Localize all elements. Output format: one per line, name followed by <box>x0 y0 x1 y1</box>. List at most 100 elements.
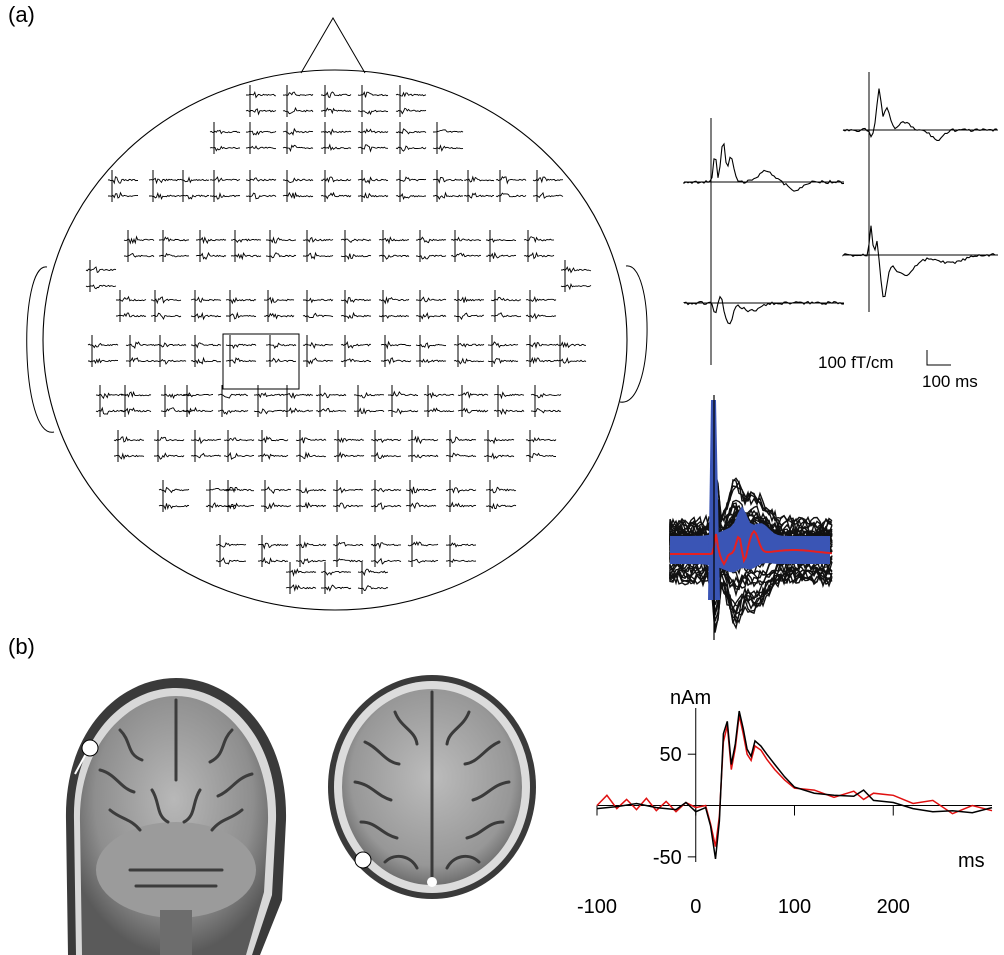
sensor-channel <box>125 335 157 367</box>
sensor-trace-lower <box>265 357 297 364</box>
sensor-trace-lower <box>149 191 180 201</box>
sensor-channel <box>340 290 372 322</box>
sensor-trace-lower <box>282 144 314 153</box>
sensor-trace-lower <box>85 284 117 290</box>
sensor-trace-upper <box>370 542 401 550</box>
sensor-trace-lower <box>245 192 277 200</box>
sensor-trace-upper <box>153 436 185 442</box>
sensor-trace-lower <box>333 451 365 459</box>
sensor-trace-lower <box>209 145 240 152</box>
sensor-trace-lower <box>370 557 402 565</box>
sensor-trace-upper <box>245 130 277 136</box>
sensor-trace-upper <box>416 296 447 303</box>
sensor-channel <box>245 85 277 117</box>
sensor-channel <box>315 385 347 417</box>
highlighted-sensor-box <box>222 333 300 390</box>
enlarged-sensor-traces <box>683 72 998 365</box>
sensor-trace-lower <box>332 558 364 563</box>
sensor-trace-lower <box>525 312 557 320</box>
sensor-channel <box>245 122 277 154</box>
sensor-trace-upper <box>215 542 247 548</box>
sensor-trace-upper <box>357 91 389 98</box>
sensor-channel <box>113 430 145 462</box>
sensor-trace-upper <box>225 343 257 350</box>
sensor-trace-lower <box>125 356 157 363</box>
sensor-trace-lower <box>370 502 402 510</box>
sensor-trace-lower <box>285 584 317 592</box>
sensor-trace-lower <box>463 192 495 199</box>
sensor-trace-upper <box>525 436 557 443</box>
sensor-trace-lower <box>445 452 477 458</box>
sensor-trace-lower <box>387 407 419 415</box>
sensor-trace-upper <box>407 541 439 547</box>
sensor-channel <box>450 230 482 262</box>
scale-bar-amplitude-label: 100 fT/cm <box>818 353 894 372</box>
sensor-channel <box>223 480 255 512</box>
sensor-trace-upper <box>445 542 477 548</box>
sensor-trace-lower <box>217 409 249 416</box>
sensor-trace-upper <box>303 297 334 304</box>
butterfly-channel-trace <box>669 566 833 616</box>
sensor-trace-upper <box>246 90 277 99</box>
sensor-channel <box>415 230 447 262</box>
sensor-trace-lower <box>407 453 439 459</box>
sensor-trace-upper <box>265 342 297 349</box>
sensor-channel <box>302 335 334 367</box>
sensor-trace-upper <box>378 236 409 245</box>
scale-bar-time-label: 100 ms <box>922 372 978 391</box>
sensor-trace-lower <box>223 502 255 510</box>
sensor-trace-upper <box>483 436 515 445</box>
sensor-trace-upper <box>333 437 365 444</box>
sensor-channel <box>333 430 365 462</box>
sensor-trace-lower <box>378 314 409 319</box>
sensor-trace-lower <box>108 191 139 199</box>
sensor-trace-lower <box>415 358 447 364</box>
sensor-channel <box>357 170 389 202</box>
sensor-channel <box>357 122 389 154</box>
sensor-trace-lower <box>321 107 352 115</box>
sensor-trace-upper <box>332 541 364 547</box>
chart-tick-labels: -100 0 100 200 50 -50 <box>577 744 910 918</box>
sensor-channel <box>302 290 334 322</box>
sensor-trace-upper <box>486 238 517 243</box>
mri-coronal-image <box>65 678 287 955</box>
sensor-channel <box>378 230 410 262</box>
sensor-trace-upper <box>453 342 485 348</box>
sensor-trace-lower <box>332 502 364 509</box>
sensor-trace-lower <box>158 252 190 258</box>
sensor-channel <box>457 385 489 417</box>
sensor-trace-lower <box>454 312 485 321</box>
sensor-trace-lower <box>453 357 485 365</box>
sensor-channel <box>395 85 427 117</box>
sensor-channel <box>370 535 402 567</box>
sensor-trace-lower <box>114 452 145 461</box>
sensor-trace-upper <box>320 570 352 576</box>
sensor-trace-lower <box>123 252 155 258</box>
sensor-trace-lower <box>225 357 257 365</box>
sensor-trace-lower <box>415 312 447 320</box>
sensor-channel <box>423 385 455 417</box>
sensor-channel <box>225 335 257 367</box>
sensor-channel <box>432 122 464 154</box>
sensor-trace-lower <box>533 191 564 199</box>
sensor-channel <box>320 122 352 154</box>
sensor-channel <box>432 170 464 202</box>
sensor-trace-lower <box>120 407 152 416</box>
sensor-channel <box>445 480 477 512</box>
sensor-trace-upper <box>87 342 119 349</box>
sensor-channel <box>209 170 241 202</box>
sensor-trace-upper <box>490 296 522 302</box>
x-tick-label: 100 <box>778 896 811 918</box>
sensor-channel <box>353 385 385 417</box>
sensor-trace-lower <box>483 452 515 460</box>
sensor-trace-upper <box>224 486 254 494</box>
sensor-trace-upper <box>113 435 145 443</box>
sensor-channel <box>485 480 517 512</box>
sensor-trace-lower <box>245 145 277 150</box>
sensor-channel <box>405 480 437 512</box>
sensor-trace-upper <box>320 91 352 99</box>
sensor-trace-lower <box>485 502 517 510</box>
sensor-trace-upper <box>340 238 372 244</box>
trace-waveform <box>683 142 845 192</box>
trace-waveform <box>683 295 845 325</box>
